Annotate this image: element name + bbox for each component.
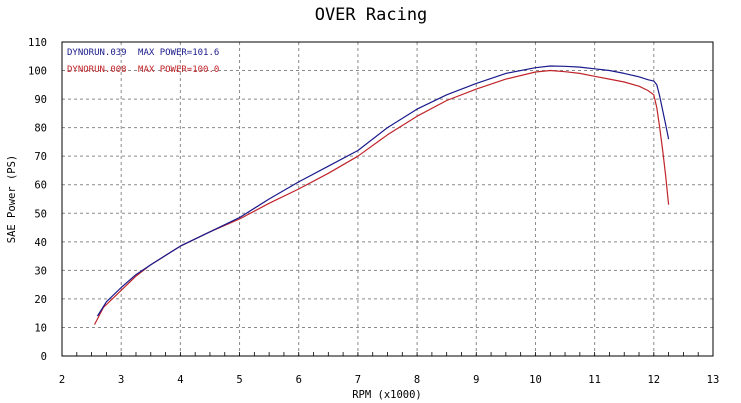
x-tick-label: 2 — [59, 374, 65, 386]
y-tick-label: 70 — [34, 151, 47, 163]
chart-title: OVER Racing — [315, 5, 428, 25]
plot-frame — [61, 41, 714, 357]
x-tick-label: 4 — [177, 374, 183, 386]
x-axis-ticks: 2 3 4 5 6 7 8 9 10 11 12 13 — [59, 374, 719, 386]
series-lines — [93, 65, 670, 325]
y-tick-label: 110 — [28, 37, 47, 49]
legend-series-name: DYNORUN.039 — [67, 48, 127, 58]
x-tick-label: 11 — [588, 374, 601, 386]
y-tick-label: 40 — [34, 237, 47, 249]
x-tick-label: 13 — [707, 374, 720, 386]
x-tick-label: 7 — [355, 374, 361, 386]
legend-max-power: MAX POWER=101.6 — [138, 48, 219, 58]
y-tick-label: 0 — [41, 351, 47, 363]
legend-entry-1: DYNORUN.039 MAX POWER=101.6 — [67, 48, 219, 58]
y-axis-label: SAE Power (PS) — [6, 155, 18, 244]
y-tick-label: 60 — [34, 180, 47, 192]
x-tick-label: 12 — [647, 374, 660, 386]
y-tick-label: 90 — [34, 94, 47, 106]
y-axis-ticks: 0 10 20 30 40 50 60 70 80 90 100 110 — [28, 37, 47, 363]
series-line-dynorun-039 — [96, 65, 670, 317]
x-tick-label: 9 — [473, 374, 479, 386]
x-tick-label: 10 — [529, 374, 542, 386]
y-tick-label: 100 — [28, 66, 47, 78]
legend: DYNORUN.039 MAX POWER=101.6 DYNORUN.008 … — [67, 48, 219, 75]
x-tick-label: 3 — [118, 374, 124, 386]
legend-max-power: MAX POWER=100.0 — [138, 65, 219, 75]
legend-series-name: DYNORUN.008 — [67, 65, 127, 75]
x-tick-label: 6 — [296, 374, 302, 386]
y-tick-label: 80 — [34, 123, 47, 135]
y-tick-label: 20 — [34, 294, 47, 306]
legend-entry-2: DYNORUN.008 MAX POWER=100.0 — [67, 65, 219, 75]
grid-lines — [62, 42, 713, 356]
x-axis-label: RPM (x1000) — [352, 389, 422, 401]
x-tick-label: 5 — [236, 374, 242, 386]
x-tick-label: 8 — [414, 374, 420, 386]
y-tick-label: 10 — [34, 322, 47, 334]
y-tick-label: 30 — [34, 265, 47, 277]
y-tick-label: 50 — [34, 208, 47, 220]
